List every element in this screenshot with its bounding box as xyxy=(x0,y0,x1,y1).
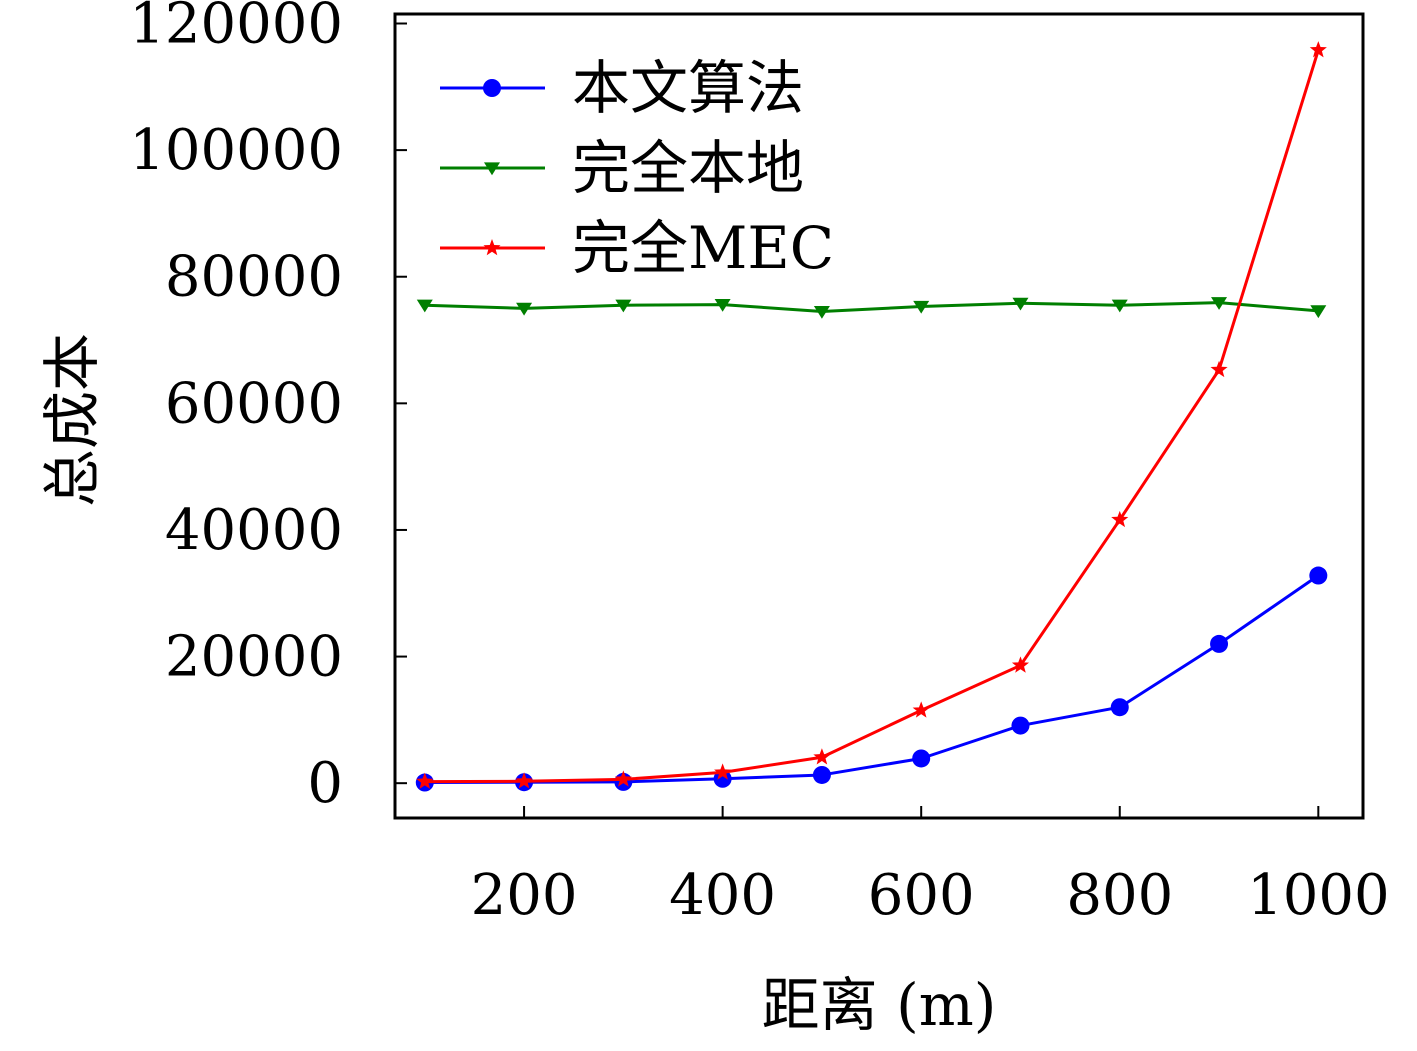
data-point xyxy=(713,769,732,788)
data-point xyxy=(1211,297,1228,310)
data-point xyxy=(1309,566,1328,585)
data-point xyxy=(483,79,501,97)
data-point xyxy=(912,701,930,718)
plot-frame xyxy=(393,12,1365,820)
legend-label: 完全本地 xyxy=(572,134,804,202)
series-2 xyxy=(416,41,1327,789)
y-tick-label: 0 xyxy=(307,751,343,816)
series-line xyxy=(424,574,1320,785)
data-point xyxy=(1310,305,1327,319)
x-axis-label: 距离 (m) xyxy=(762,971,997,1039)
data-point xyxy=(714,763,732,780)
legend-entry: 完全MEC xyxy=(440,214,834,282)
data-point xyxy=(1011,656,1030,673)
y-tick-label: 120000 xyxy=(129,0,343,56)
x-tick-label: 600 xyxy=(868,863,975,928)
y-tick-label: 40000 xyxy=(165,498,343,563)
data-point xyxy=(812,765,831,784)
data-point xyxy=(615,299,632,313)
series-layer xyxy=(415,41,1328,792)
y-tick-label: 100000 xyxy=(129,118,343,183)
y-tick-label: 60000 xyxy=(165,371,343,436)
data-point xyxy=(813,305,830,319)
y-tick-label: 20000 xyxy=(165,625,343,690)
data-point xyxy=(516,302,533,316)
series-line xyxy=(424,301,1319,314)
series-line xyxy=(424,49,1320,784)
legend-entry: 本文算法 xyxy=(440,54,804,122)
data-point xyxy=(1110,698,1129,717)
data-point xyxy=(1210,634,1229,653)
y-tick-label: 80000 xyxy=(165,245,343,310)
data-point xyxy=(416,772,434,789)
x-tick-label: 1000 xyxy=(1247,863,1390,928)
x-tick-label: 800 xyxy=(1066,863,1173,928)
series-0 xyxy=(415,566,1328,792)
data-point xyxy=(1012,297,1029,311)
data-point xyxy=(1210,360,1228,378)
data-point xyxy=(1111,510,1129,528)
data-point xyxy=(714,298,731,312)
series-1 xyxy=(416,297,1327,319)
x-tick-label: 200 xyxy=(471,863,578,928)
data-point xyxy=(1111,299,1128,313)
y-axis-label: 总成本 xyxy=(38,333,106,507)
legend-label: 完全MEC xyxy=(572,214,834,282)
data-point xyxy=(416,299,433,313)
data-point xyxy=(515,772,533,789)
x-tick-label: 400 xyxy=(669,863,776,928)
legend-entry: 完全本地 xyxy=(440,134,804,202)
data-point xyxy=(912,749,931,768)
data-point xyxy=(813,748,831,765)
data-point xyxy=(1309,41,1327,58)
data-point xyxy=(614,770,632,787)
data-point xyxy=(1011,716,1030,735)
data-point xyxy=(484,162,500,176)
x-axis-ticks: 200 400 600 800 1000 xyxy=(471,806,1390,928)
data-point xyxy=(483,239,501,256)
data-point xyxy=(913,300,930,314)
y-axis-ticks: 0 20000 40000 60000 80000 100000 120000 xyxy=(129,0,407,816)
legend-label: 本文算法 xyxy=(572,54,804,122)
